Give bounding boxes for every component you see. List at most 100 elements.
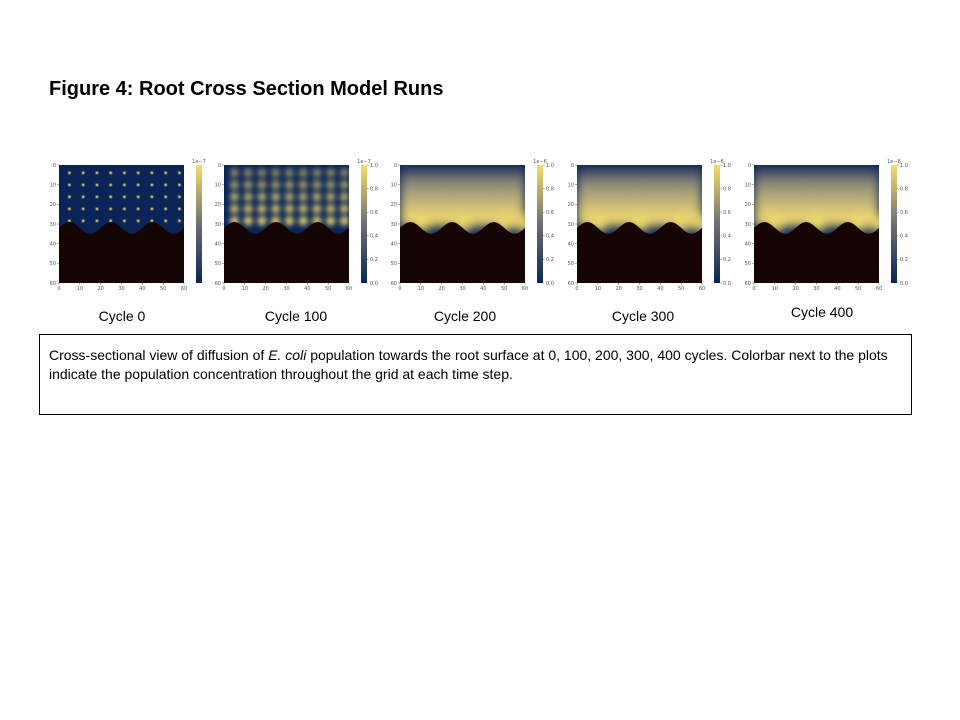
y-tick-label: 10: [568, 182, 574, 188]
x-tick-label: 50: [325, 286, 331, 292]
diffusion-blob: [503, 173, 510, 180]
diffusion-blob: [639, 197, 646, 204]
colorbar-tick-label: 0.0: [370, 281, 378, 287]
diffusion-blob: [462, 209, 469, 216]
y-tick-label: 0: [571, 163, 574, 169]
diffusion-blob: [761, 185, 768, 192]
bacteria-blob: [284, 168, 295, 178]
bacteria-blob: [257, 216, 267, 226]
root-surface: [577, 222, 702, 283]
bacteria-source: [178, 195, 181, 199]
diffusion-blob: [503, 197, 510, 204]
heatmap-panel-cycle-400: 0 10 20 30 40 50 60 0 10 20 30 40 50 60 1e−6 0.0 0.2 0.4 0…: [742, 157, 908, 299]
colorbar-tick-label: 0.2: [723, 257, 731, 263]
diffusion-blob: [476, 185, 483, 192]
x-tick-label: 0: [575, 286, 578, 292]
bacteria-blob: [229, 192, 240, 202]
diffusion-blob: [434, 209, 441, 216]
diffusion-blob: [584, 185, 591, 192]
diffusion-blob: [434, 185, 441, 192]
colorbar-tick-label: 0.8: [370, 186, 378, 192]
bacteria-blob: [326, 192, 336, 202]
bacteria-blob: [257, 168, 267, 178]
diffusion-blob: [857, 173, 864, 180]
heatmap-panel-cycle-300: 0 10 20 30 40 50 60 0 10 20 30 40 50 60 1e−6 0.0 0.2 0.4 0…: [565, 157, 731, 299]
colorbar-tick-label: 0.6: [370, 210, 378, 216]
diffusion-blob: [761, 209, 768, 216]
x-tick-label: 20: [792, 286, 798, 292]
heatmap-plot-area: [400, 165, 525, 283]
diffusion-blob: [503, 209, 510, 216]
diffusion-blob: [843, 197, 850, 204]
colorbar-tick-label: 1.0: [723, 163, 731, 169]
bacteria-source: [123, 207, 126, 211]
x-tick-label: 50: [160, 286, 166, 292]
bacteria-blob: [284, 180, 295, 190]
diffusion-blob: [639, 209, 646, 216]
diffusion-blob: [802, 185, 809, 192]
diffusion-blob: [407, 197, 414, 204]
colorbar-scale-label: 1e−6: [887, 159, 901, 165]
bacteria-source: [95, 207, 99, 211]
concentration-field: [577, 165, 702, 233]
colorbar-tick-label: 0.8: [723, 186, 731, 192]
y-tick-label: 0: [218, 163, 221, 169]
diffusion-blob: [816, 173, 823, 180]
y-tick-label: 60: [745, 281, 751, 287]
bacteria-blob: [339, 168, 349, 178]
diffusion-blob: [611, 185, 618, 192]
x-tick-label: 60: [876, 286, 882, 292]
bacteria-source: [123, 195, 126, 199]
x-tick-label: 40: [834, 286, 840, 292]
bacteria-blob: [271, 204, 281, 214]
y-tick-label: 10: [745, 182, 751, 188]
colorbar-scale-label: 1e−7: [357, 159, 371, 165]
bacteria-source: [81, 183, 85, 187]
bacteria-source: [81, 207, 85, 211]
diffusion-blob: [476, 197, 483, 204]
diffusion-blob: [802, 209, 809, 216]
diffusion-blob: [775, 197, 782, 204]
heatmap-plot-area: [577, 165, 702, 283]
bacteria-blob: [257, 180, 267, 190]
heatmap-panel-cycle-100: 0 10 20 30 40 50 60 0 10 20 30 40 50 60 1e−7 0.0 0.2 0.4 0…: [212, 157, 378, 299]
x-tick-label: 40: [657, 286, 663, 292]
colorbar-tick-label: 0.0: [900, 281, 908, 287]
colorbar-tick-label: 1.0: [900, 163, 908, 169]
bacteria-blob: [326, 216, 336, 226]
bacteria-source: [68, 195, 71, 199]
diffusion-blob: [421, 197, 428, 204]
colorbar-tick-label: 1.0: [370, 163, 378, 169]
bacteria-source: [68, 219, 71, 223]
y-tick-label: 60: [215, 281, 221, 287]
diffusion-blob: [666, 197, 673, 204]
bacteria-source: [136, 195, 140, 199]
colorbar-tick-label: 0.4: [900, 234, 908, 240]
diffusion-blob: [489, 173, 496, 180]
colorbar-scale-label: 1e−6: [533, 159, 547, 165]
diffusion-blob: [421, 209, 428, 216]
x-tick-label: 20: [438, 286, 444, 292]
x-tick-label: 60: [699, 286, 705, 292]
diffusion-blob: [639, 173, 646, 180]
diffusion-blob: [611, 209, 618, 216]
diffusion-blob: [407, 185, 414, 192]
colorbar: [537, 165, 543, 283]
colorbar-tick-label: 0.2: [900, 257, 908, 263]
y-tick-label: 10: [391, 182, 397, 188]
diffusion-blob: [843, 185, 850, 192]
colorbar-tick-label: 0.0: [546, 281, 554, 287]
y-tick-label: 60: [568, 281, 574, 287]
diffusion-blob: [775, 185, 782, 192]
bacteria-source: [136, 207, 140, 211]
bacteria-blob: [243, 180, 253, 190]
diffusion-blob: [407, 173, 414, 180]
diffusion-blob: [680, 197, 687, 204]
bacteria-source: [164, 207, 167, 211]
diffusion-blob: [625, 173, 632, 180]
diffusion-blob: [625, 209, 632, 216]
colorbar: [361, 165, 367, 283]
bacteria-blob: [298, 192, 308, 202]
x-tick-label: 60: [346, 286, 352, 292]
heatmap-svg: 0 10 20 30 40 50 6001020304050601e−60.00.20.40…: [568, 159, 731, 292]
